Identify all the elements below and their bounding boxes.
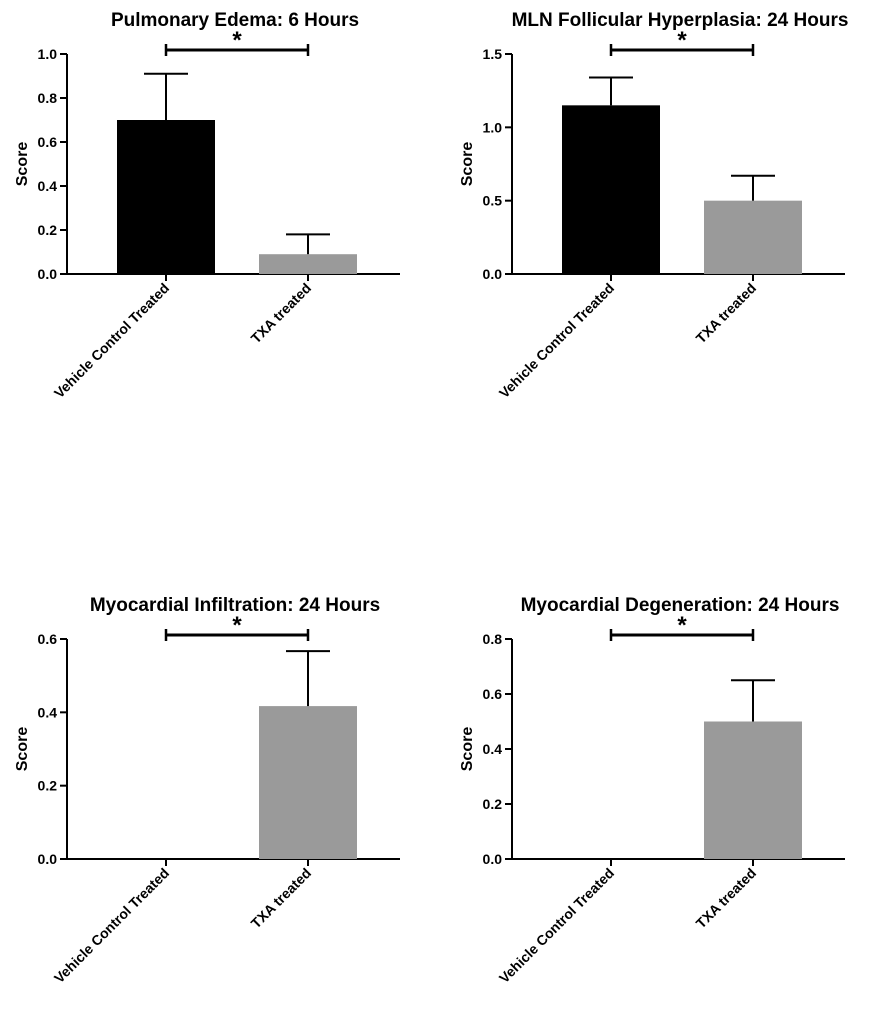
y-tick-label: 0.0 bbox=[483, 266, 503, 282]
significance-label: * bbox=[232, 27, 242, 54]
y-tick-label: 1.5 bbox=[483, 46, 503, 62]
bar bbox=[562, 105, 660, 274]
significance-label: * bbox=[232, 612, 242, 639]
y-axis-label: Score bbox=[14, 727, 31, 772]
y-tick-label: 0.5 bbox=[483, 193, 503, 209]
y-axis-label: Score bbox=[14, 142, 31, 187]
bar bbox=[704, 721, 802, 859]
y-tick-label: 0.6 bbox=[38, 134, 58, 150]
chart-title: MLN Follicular Hyperplasia: 24 Hours bbox=[512, 10, 849, 31]
bar bbox=[259, 706, 357, 859]
x-tick-label: TXA treated bbox=[693, 865, 760, 932]
y-tick-label: 0.0 bbox=[483, 851, 503, 867]
y-tick-label: 0.6 bbox=[483, 686, 503, 702]
panel-mln-follicular-hyperplasia: MLN Follicular Hyperplasia: 24 Hours Scor… bbox=[459, 10, 848, 401]
panel-myocardial-infiltration: Myocardial Infiltration: 24 Hours Score 0.… bbox=[14, 595, 400, 986]
y-tick-label: 0.2 bbox=[38, 222, 58, 238]
y-tick-label: 0.4 bbox=[483, 741, 503, 757]
y-tick-label: 0.0 bbox=[38, 851, 58, 867]
bar bbox=[259, 254, 357, 274]
y-tick-label: 0.8 bbox=[38, 90, 58, 106]
chart-title: Myocardial Degeneration: 24 Hours bbox=[521, 595, 840, 616]
x-tick-label: TXA treated bbox=[248, 280, 315, 347]
y-axis-label: Score bbox=[459, 142, 476, 187]
y-tick-label: 0.0 bbox=[38, 266, 58, 282]
y-tick-label: 0.4 bbox=[38, 178, 58, 194]
y-axis-label: Score bbox=[459, 727, 476, 772]
chart-title: Pulmonary Edema: 6 Hours bbox=[111, 10, 359, 31]
x-tick-label: TXA treated bbox=[693, 280, 760, 347]
chart-title: Myocardial Infiltration: 24 Hours bbox=[90, 595, 380, 616]
x-tick-label: Vehicle Control Treated bbox=[496, 865, 617, 986]
y-tick-label: 0.6 bbox=[38, 631, 58, 647]
bar bbox=[117, 120, 215, 274]
y-tick-label: 0.2 bbox=[38, 778, 58, 794]
x-tick-label: Vehicle Control Treated bbox=[496, 280, 617, 401]
x-tick-label: Vehicle Control Treated bbox=[51, 865, 172, 986]
y-tick-label: 0.2 bbox=[483, 796, 503, 812]
panel-pulmonary-edema: Pulmonary Edema: 6 Hours Score 0.0 0.2 0.4 0.… bbox=[14, 10, 400, 401]
bar bbox=[704, 200, 802, 274]
x-tick-label: Vehicle Control Treated bbox=[51, 280, 172, 401]
y-tick-label: 0.8 bbox=[483, 631, 503, 647]
y-tick-label: 1.0 bbox=[38, 46, 58, 62]
y-tick-label: 0.4 bbox=[38, 704, 58, 720]
panel-myocardial-degeneration: Myocardial Degeneration: 24 Hours Score 0.… bbox=[459, 595, 845, 986]
x-tick-label: TXA treated bbox=[248, 865, 315, 932]
significance-label: * bbox=[677, 612, 687, 639]
significance-label: * bbox=[677, 27, 687, 54]
y-tick-label: 1.0 bbox=[483, 119, 503, 135]
